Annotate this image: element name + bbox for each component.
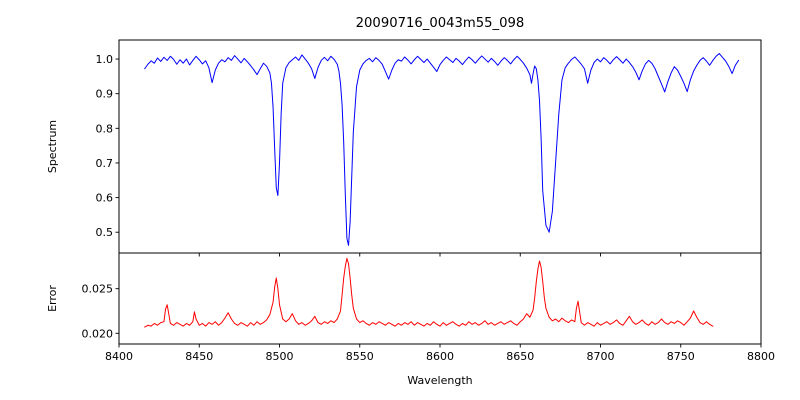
x-tick-label: 8400 — [105, 350, 133, 363]
x-tick-label: 8500 — [266, 350, 294, 363]
y-tick-label: 0.020 — [82, 327, 114, 340]
spectrum-data-line — [144, 53, 740, 246]
y-tick-label: 0.5 — [96, 226, 114, 239]
x-tick-label: 8750 — [667, 350, 695, 363]
panel-error: 8400 8450 8500 8550 8600 8650 8700 8750 8800 0.02… — [46, 252, 775, 363]
y-tick-label: 0.6 — [96, 192, 114, 205]
figure-title-group: 20090716_0043m55_098 — [356, 16, 525, 31]
y-tick-label: 0.025 — [82, 283, 114, 296]
error-axes-frame — [118, 252, 762, 345]
page-title: 20090716_0043m55_098 — [356, 16, 525, 31]
x-tick-label: 8550 — [346, 350, 374, 363]
x-tick-label: 8800 — [747, 350, 775, 363]
y-tick-label: 1.0 — [96, 53, 114, 66]
y-tick-label: 0.9 — [96, 88, 114, 101]
error-y-axis-label: Error — [46, 285, 59, 312]
x-tick-label: 8450 — [185, 350, 213, 363]
x-tick-label: 8650 — [506, 350, 534, 363]
panel-spectrum: 0.5 0.6 0.7 0.8 0.9 1.0 Spectrum — [46, 39, 762, 257]
y-tick-label: 0.8 — [96, 122, 114, 135]
x-tick-label: 8600 — [426, 350, 454, 363]
x-tick-label: 8700 — [587, 350, 615, 363]
x-axis-label-group: Wavelength — [407, 374, 472, 387]
spectrum-y-axis-label: Spectrum — [46, 120, 59, 173]
y-tick-label: 0.7 — [96, 157, 114, 170]
error-data-line — [144, 257, 714, 328]
x-axis-label: Wavelength — [407, 374, 472, 387]
